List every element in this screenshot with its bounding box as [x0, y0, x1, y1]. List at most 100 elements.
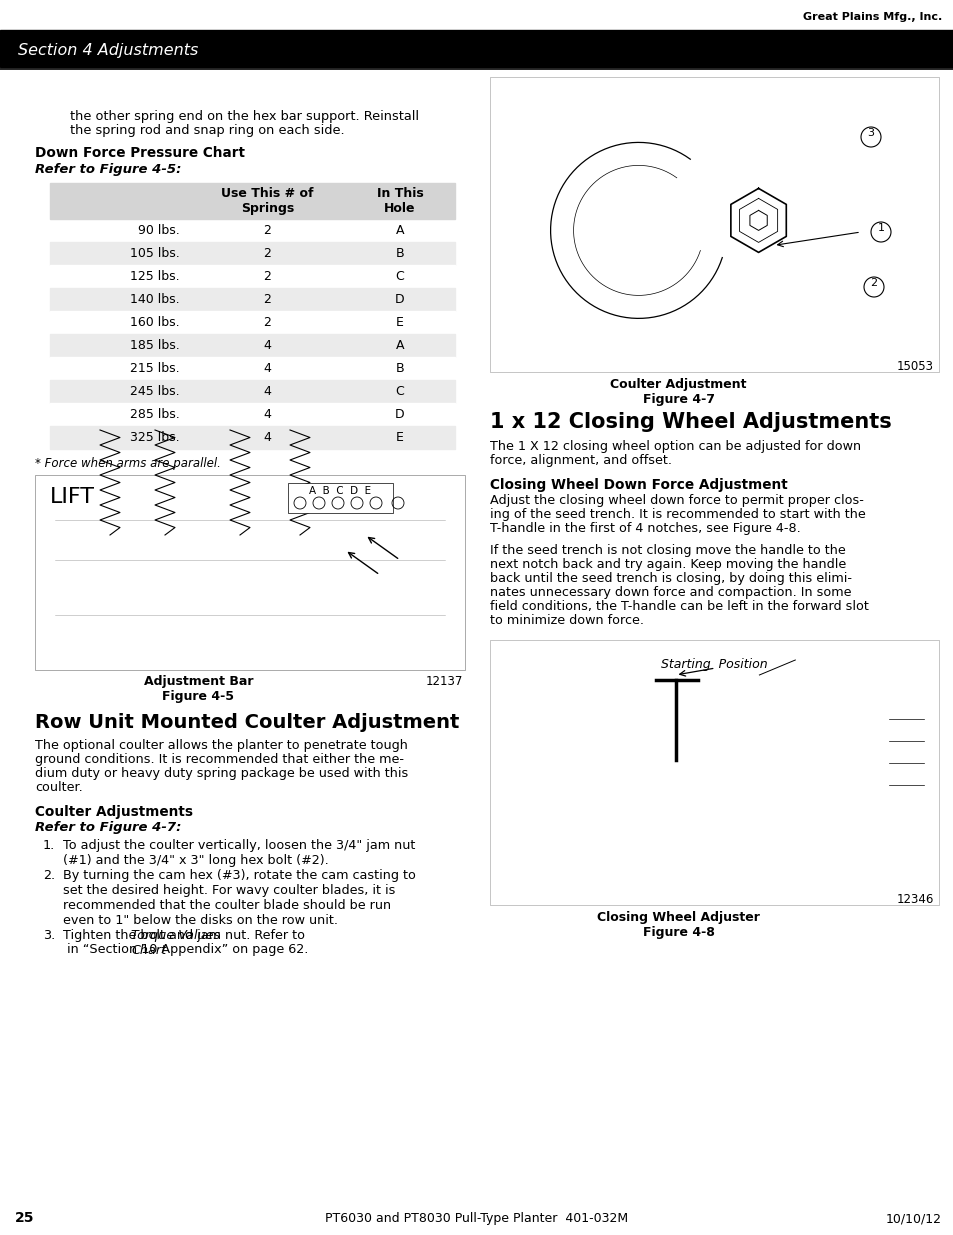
- Text: next notch back and try again. Keep moving the handle: next notch back and try again. Keep movi…: [490, 558, 845, 571]
- Text: If the seed trench is not closing move the handle to the: If the seed trench is not closing move t…: [490, 543, 845, 557]
- Bar: [883, 710, 928, 800]
- Text: Coulter Adjustment: Coulter Adjustment: [610, 378, 746, 391]
- Text: 12346: 12346: [896, 893, 933, 906]
- Bar: [490, 77, 938, 372]
- Text: force, alignment, and offset.: force, alignment, and offset.: [490, 454, 671, 467]
- Text: 2: 2: [263, 293, 272, 306]
- Text: in “Section 10 Appendix” on page 62.: in “Section 10 Appendix” on page 62.: [63, 944, 308, 956]
- Text: T-handle in the first of 4 notches, see Figure 4-8.: T-handle in the first of 4 notches, see …: [490, 522, 800, 535]
- Text: The 1 X 12 closing wheel option can be adjusted for down: The 1 X 12 closing wheel option can be a…: [490, 440, 861, 453]
- Text: 2: 2: [869, 278, 877, 288]
- Text: 185 lbs.: 185 lbs.: [131, 338, 180, 352]
- Text: 4: 4: [263, 431, 272, 445]
- Text: B: B: [395, 362, 404, 375]
- Text: Closing Wheel Adjuster: Closing Wheel Adjuster: [597, 911, 760, 924]
- Text: Starting  Position: Starting Position: [660, 658, 767, 671]
- Bar: [50, 242, 455, 266]
- Text: Down Force Pressure Chart: Down Force Pressure Chart: [35, 146, 245, 161]
- Text: Adjust the closing wheel down force to permit proper clos-: Adjust the closing wheel down force to p…: [490, 494, 863, 508]
- Text: By turning the cam hex (#3), rotate the cam casting to
set the desired height. F: By turning the cam hex (#3), rotate the …: [63, 869, 416, 927]
- Text: Adjustment Bar: Adjustment Bar: [144, 676, 253, 688]
- Text: field conditions, the T-handle can be left in the forward slot: field conditions, the T-handle can be le…: [490, 600, 868, 613]
- Text: B: B: [395, 247, 404, 261]
- Text: D: D: [395, 408, 404, 421]
- Text: Figure 4-5: Figure 4-5: [162, 690, 234, 703]
- Text: LIFT: LIFT: [50, 487, 95, 508]
- Text: E: E: [395, 431, 403, 445]
- Text: the spring rod and snap ring on each side.: the spring rod and snap ring on each sid…: [70, 124, 344, 137]
- Text: 12137: 12137: [425, 676, 462, 688]
- Text: 1: 1: [877, 224, 883, 233]
- Bar: [50, 380, 455, 403]
- Text: 215 lbs.: 215 lbs.: [131, 362, 180, 375]
- Text: back until the seed trench is closing, by doing this elimi-: back until the seed trench is closing, b…: [490, 572, 851, 585]
- Bar: [50, 311, 455, 333]
- Text: Tighten the bolt and jam nut. Refer to: Tighten the bolt and jam nut. Refer to: [63, 929, 309, 942]
- Text: Row Unit Mounted Coulter Adjustment: Row Unit Mounted Coulter Adjustment: [35, 713, 459, 732]
- Text: To adjust the coulter vertically, loosen the 3/4" jam nut
(#1) and the 3/4" x 3": To adjust the coulter vertically, loosen…: [63, 839, 415, 867]
- Text: to minimize down force.: to minimize down force.: [490, 614, 643, 627]
- Text: 4: 4: [263, 338, 272, 352]
- Text: ground conditions. It is recommended that either the me-: ground conditions. It is recommended tha…: [35, 753, 403, 766]
- Text: 4: 4: [263, 408, 272, 421]
- Bar: [50, 288, 455, 311]
- Text: E: E: [395, 316, 403, 329]
- Bar: [0, 30, 953, 67]
- Bar: [50, 266, 455, 288]
- Bar: [288, 483, 393, 513]
- Text: 10/10/12: 10/10/12: [885, 1212, 941, 1225]
- Text: 4: 4: [263, 385, 272, 398]
- Text: Coulter Adjustments: Coulter Adjustments: [35, 805, 193, 819]
- Text: 15053: 15053: [896, 359, 933, 373]
- Text: * Force when arms are parallel.: * Force when arms are parallel.: [35, 457, 221, 471]
- Text: Great Plains Mfg., Inc.: Great Plains Mfg., Inc.: [801, 12, 941, 22]
- Text: 2: 2: [263, 270, 272, 283]
- Text: The optional coulter allows the planter to penetrate tough: The optional coulter allows the planter …: [35, 739, 408, 752]
- Text: 3: 3: [866, 128, 874, 138]
- Bar: [50, 357, 455, 380]
- Text: 2.: 2.: [43, 869, 55, 882]
- Text: 125 lbs.: 125 lbs.: [131, 270, 180, 283]
- Text: coulter.: coulter.: [35, 781, 83, 794]
- Text: A: A: [395, 224, 404, 237]
- Text: 90 lbs.: 90 lbs.: [138, 224, 180, 237]
- Bar: [50, 219, 455, 242]
- Text: D: D: [395, 293, 404, 306]
- Text: 140 lbs.: 140 lbs.: [131, 293, 180, 306]
- Bar: [50, 426, 455, 450]
- Text: 2: 2: [263, 316, 272, 329]
- Bar: [490, 640, 938, 905]
- Text: PT6030 and PT8030 Pull-Type Planter  401-032M: PT6030 and PT8030 Pull-Type Planter 401-…: [325, 1212, 628, 1225]
- Text: 25: 25: [15, 1212, 34, 1225]
- Text: C: C: [395, 385, 404, 398]
- Text: Closing Wheel Down Force Adjustment: Closing Wheel Down Force Adjustment: [490, 478, 787, 492]
- Text: Figure 4-8: Figure 4-8: [642, 926, 714, 939]
- Text: Figure 4-7: Figure 4-7: [642, 393, 714, 406]
- Text: the other spring end on the hex bar support. Reinstall: the other spring end on the hex bar supp…: [70, 110, 418, 124]
- Text: 3.: 3.: [43, 929, 55, 942]
- Text: 1 x 12 Closing Wheel Adjustments: 1 x 12 Closing Wheel Adjustments: [490, 412, 891, 432]
- Bar: [50, 403, 455, 426]
- Bar: [50, 183, 455, 219]
- Text: 1.: 1.: [43, 839, 55, 852]
- Text: 285 lbs.: 285 lbs.: [131, 408, 180, 421]
- Text: A  B  C  D  E: A B C D E: [309, 487, 371, 496]
- Text: 325 lbs.: 325 lbs.: [131, 431, 180, 445]
- Text: In This
Hole: In This Hole: [376, 186, 423, 215]
- Bar: [50, 333, 455, 357]
- Text: nates unnecessary down force and compaction. In some: nates unnecessary down force and compact…: [490, 585, 851, 599]
- Text: 105 lbs.: 105 lbs.: [131, 247, 180, 261]
- Text: 2: 2: [263, 247, 272, 261]
- Text: ing of the seed trench. It is recommended to start with the: ing of the seed trench. It is recommende…: [490, 508, 864, 521]
- Text: 160 lbs.: 160 lbs.: [131, 316, 180, 329]
- Text: dium duty or heavy duty spring package be used with this: dium duty or heavy duty spring package b…: [35, 767, 408, 781]
- Text: Use This # of
Springs: Use This # of Springs: [221, 186, 314, 215]
- Circle shape: [644, 776, 676, 806]
- Text: C: C: [395, 270, 404, 283]
- Text: Refer to Figure 4-7:: Refer to Figure 4-7:: [35, 821, 181, 834]
- Text: Refer to Figure 4-5:: Refer to Figure 4-5:: [35, 163, 181, 177]
- Bar: [35, 475, 464, 671]
- Text: 4: 4: [263, 362, 272, 375]
- Text: Torque Values
Chart: Torque Values Chart: [131, 929, 220, 957]
- Text: Section 4 Adjustments: Section 4 Adjustments: [18, 43, 198, 58]
